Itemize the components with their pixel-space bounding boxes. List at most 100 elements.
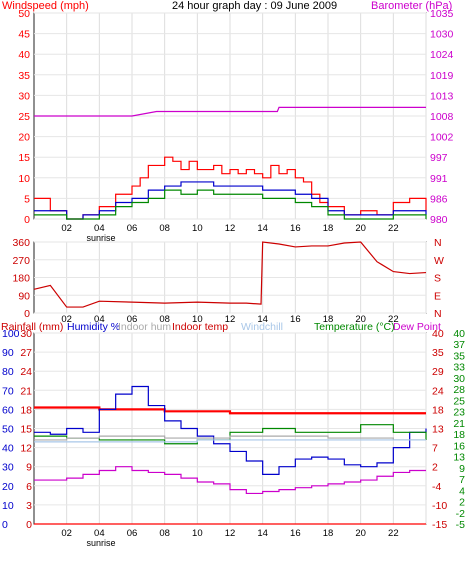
wind-y-tick-label: 25 [18,111,30,123]
temperature-y-tick-label: -10 [432,500,447,512]
series-barometer-line [34,106,426,117]
dewpoint-y-tick-label: -5 [456,519,465,531]
x-tick-label: 08 [159,223,170,234]
x-tick-label: 20 [355,314,366,325]
rain-y-tick-label: 18 [20,404,32,416]
dewpoint-y-tick-label: 23 [453,407,465,419]
x-tick-label: 06 [127,528,138,539]
temperature-y-tick-label: 13 [432,424,444,436]
humidity-y-tick-label: 60 [2,404,14,416]
x-tick-label: 14 [257,314,268,325]
dewpoint-y-tick-label: 35 [453,350,465,362]
barometer-y-tick-label: 1008 [430,111,454,123]
dewpoint-y-tick-label: 4 [459,485,465,497]
dewpoint-y-tick-label: 25 [453,395,465,407]
direction-y-tick-label: 180 [12,273,30,285]
temperature-y-tick-label: 35 [432,347,444,359]
x-tick-label: 02 [61,528,72,539]
series-temperature-line [34,424,427,445]
x-tick-label: 22 [388,528,399,539]
barometer-y-tick-label: 1035 [430,8,454,20]
windspeed-axis-title: Windspeed (mph) [2,0,89,12]
wind-y-tick-label: 20 [18,132,30,144]
compass-label: N [434,308,442,320]
temperature-y-tick-label: -15 [432,519,447,531]
rain-y-tick-label: 3 [26,500,32,512]
rain-y-tick-label: 21 [20,385,32,397]
x-tick-label: 18 [323,314,334,325]
dewpoint-y-tick-label: 13 [453,452,465,464]
barometer-y-tick-label: 980 [430,214,448,226]
wind-y-tick-label: 5 [24,193,30,205]
dewpoint-y-tick-label: 16 [453,440,465,452]
dewpoint-y-tick-label: -2 [456,508,465,520]
wind-y-tick-label: 40 [18,49,30,61]
x-tick-label: 16 [290,223,301,234]
x-tick-label: 10 [192,314,203,325]
temperature-y-tick-label: 2 [432,462,438,474]
wind-y-tick-label: 15 [18,152,30,164]
dewpoint-y-tick-label: 37 [453,339,465,351]
humidity-y-tick-label: 90 [2,347,14,359]
legend-indoor-hum: Indoor hum [118,321,171,333]
x-tick-label: 08 [159,528,170,539]
legend-rainfall: Rainfall (mm) [1,321,63,333]
series-dew-point-line [34,466,426,495]
direction-y-tick-label: 0 [24,308,30,320]
dewpoint-y-tick-label: 9 [459,463,465,475]
x-tick-label: 18 [323,223,334,234]
barometer-y-tick-label: 991 [430,173,448,185]
dewpoint-y-tick-label: 7 [459,474,465,486]
temperature-y-tick-label: 24 [432,385,444,397]
dewpoint-y-tick-label: 40 [453,328,465,340]
rain-y-tick-label: 27 [20,347,32,359]
series-humidity-line [34,385,427,475]
rain-y-tick-label: 15 [20,424,32,436]
direction-y-tick-label: 90 [18,290,30,302]
dewpoint-y-tick-label: 18 [453,429,465,441]
x-tick-label: 12 [225,528,236,539]
rain-y-tick-label: 0 [26,519,32,531]
humidity-y-tick-label: 10 [2,500,14,512]
humidity-y-tick-label: 100 [2,328,20,340]
barometer-y-tick-label: 1002 [430,132,454,144]
humidity-y-tick-label: 40 [2,443,14,455]
x-tick-label: 12 [225,223,236,234]
sunrise-label: sunrise [86,538,115,548]
x-tick-label: 12 [225,314,236,325]
legend-indoor-temp: Indoor temp [172,321,228,333]
x-tick-label: 16 [290,528,301,539]
compass-label: E [434,290,441,302]
x-tick-label: 14 [257,223,268,234]
humidity-y-tick-label: 30 [2,462,14,474]
series-average-line [34,181,427,220]
direction-y-tick-label: 270 [12,255,30,267]
compass-label: S [434,273,441,285]
x-tick-label: 04 [94,223,105,234]
barometer-y-tick-label: 1013 [430,90,454,102]
temperature-y-tick-label: -4 [432,481,441,493]
series-indoor-hum-line [34,435,426,441]
compass-label: N [434,237,442,249]
temperature-y-tick-label: 7 [432,443,438,455]
wind-y-tick-label: 35 [18,70,30,82]
wind-y-tick-label: 0 [24,214,30,226]
rain-y-tick-label: 6 [26,481,32,493]
chart-title: 24 hour graph day : 09 June 2009 [172,0,337,12]
barometer-y-tick-label: 1024 [430,49,454,61]
x-tick-label: 04 [94,314,105,325]
x-tick-label: 02 [61,223,72,234]
x-tick-label: 06 [127,223,138,234]
rain-y-tick-label: 12 [20,443,32,455]
temperature-y-tick-label: 40 [432,328,444,340]
series-indoor-temp-line [34,406,426,415]
wind-y-tick-label: 50 [18,8,30,20]
x-tick-label: 06 [127,314,138,325]
x-tick-label: 20 [355,528,366,539]
series-direction-line [33,241,427,308]
x-tick-label: 22 [388,314,399,325]
x-tick-label: 18 [323,528,334,539]
x-tick-label: 08 [159,314,170,325]
dewpoint-y-tick-label: 33 [453,362,465,374]
